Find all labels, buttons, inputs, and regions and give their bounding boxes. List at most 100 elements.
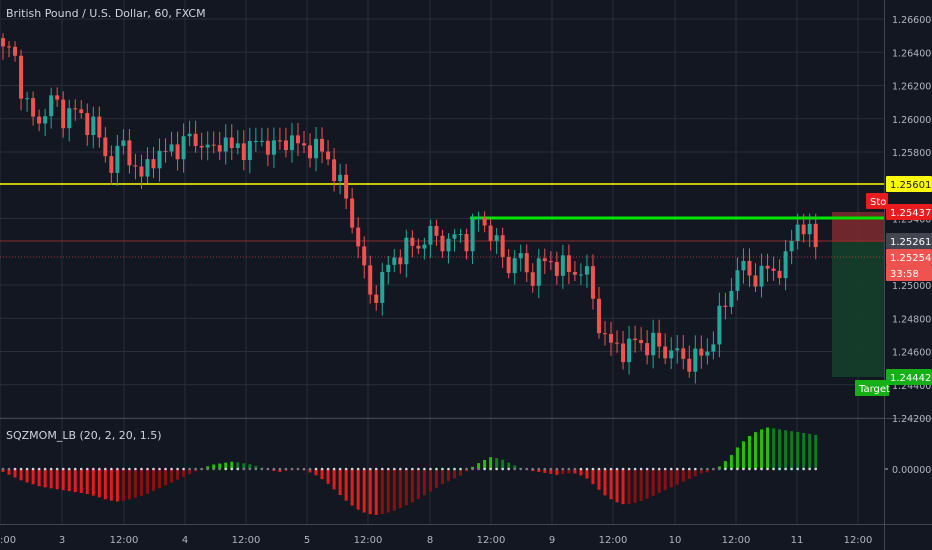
candle-body	[645, 343, 650, 356]
candle-body	[615, 342, 620, 344]
squeeze-dot	[230, 467, 234, 471]
momentum-bar	[723, 461, 727, 469]
candle-body	[807, 223, 812, 235]
squeeze-dot	[778, 467, 781, 471]
momentum-bar	[362, 469, 366, 513]
level-price-label-bg	[886, 233, 932, 249]
candle-body	[488, 225, 493, 241]
squeeze-dot	[43, 467, 47, 471]
candle-body	[350, 198, 355, 228]
squeeze-dot	[651, 467, 655, 471]
momentum-bar	[561, 469, 565, 475]
candle-body	[801, 224, 806, 235]
candle-body	[61, 99, 66, 129]
candle-body	[753, 275, 758, 287]
squeeze-dot	[724, 467, 727, 471]
squeeze-dot	[254, 467, 258, 471]
candle-body	[554, 261, 559, 276]
candle-body	[603, 333, 607, 335]
candle-body	[627, 338, 632, 363]
squeeze-dot	[260, 467, 264, 471]
squeeze-dot	[561, 467, 565, 471]
candle-body	[765, 265, 770, 269]
momentum-bar	[651, 469, 655, 496]
momentum-bar	[495, 458, 499, 469]
momentum-bar	[657, 469, 661, 493]
momentum-bar	[693, 469, 697, 477]
candle-body	[43, 116, 48, 124]
time-tick-label: 5	[304, 535, 310, 546]
candle-body	[314, 138, 319, 159]
candle-body	[7, 46, 12, 48]
momentum-bar	[224, 462, 228, 469]
candle-body	[422, 244, 427, 249]
time-tick-label: 10	[669, 535, 682, 546]
last-price-label: 1.25254	[890, 253, 931, 264]
momentum-bar	[621, 469, 625, 505]
candle-body	[428, 225, 433, 245]
squeeze-dot	[140, 467, 143, 471]
squeeze-dot	[706, 467, 709, 471]
momentum-bar	[615, 469, 619, 503]
squeeze-dot	[350, 467, 354, 471]
candle-body	[247, 140, 252, 161]
candle-body	[151, 159, 156, 169]
squeeze-dot	[344, 467, 348, 471]
candle-body	[494, 235, 499, 241]
momentum-bar	[139, 469, 143, 496]
resistance-price-label: 1.25601	[890, 180, 931, 191]
momentum-bar	[242, 463, 246, 469]
squeeze-dot	[224, 467, 228, 471]
indicator-title: SQZMOM_LB (20, 2, 20, 1.5)	[6, 429, 162, 442]
candle-body	[536, 258, 541, 286]
candle-body	[289, 135, 294, 151]
squeeze-dot	[465, 467, 468, 471]
candle-body	[596, 298, 601, 334]
squeeze-dot	[362, 467, 366, 471]
momentum-bar	[802, 433, 806, 469]
momentum-bar	[398, 469, 402, 509]
candle-body	[542, 258, 547, 262]
momentum-bar	[567, 469, 571, 474]
candle-body	[115, 145, 120, 173]
candle-body	[13, 46, 18, 56]
candle-body	[79, 109, 84, 114]
momentum-bar	[206, 466, 210, 469]
candle-body	[771, 268, 776, 271]
momentum-bar	[440, 469, 444, 485]
squeeze-dot	[182, 467, 185, 471]
candle-body	[506, 256, 511, 274]
momentum-bar	[188, 469, 192, 475]
squeeze-dot	[537, 467, 541, 471]
momentum-bar	[67, 469, 71, 492]
squeeze-dot	[320, 467, 324, 471]
squeeze-dot	[49, 467, 53, 471]
squeeze-dot	[736, 467, 739, 471]
candle-body	[512, 258, 517, 274]
momentum-bar	[133, 469, 137, 498]
squeeze-dot	[471, 467, 474, 471]
candlestick-series	[1, 33, 818, 384]
time-tick-label: 12:00	[844, 535, 873, 546]
momentum-bar	[368, 469, 372, 515]
momentum-bar	[579, 469, 583, 476]
momentum-bar	[645, 469, 649, 499]
squeeze-dot	[435, 467, 438, 471]
squeeze-dot	[784, 467, 787, 471]
squeeze-dot	[730, 467, 733, 471]
squeeze-dot	[681, 467, 685, 471]
target-price-label: 1.24442	[890, 373, 931, 384]
squeeze-dot	[657, 467, 661, 471]
stop-price-label-bg	[886, 204, 932, 220]
candle-body	[687, 358, 692, 372]
price-tick-label: 1.25000	[892, 281, 931, 292]
squeeze-dot	[368, 467, 372, 471]
price-tick-label: 1.25800	[892, 148, 931, 159]
candle-body	[1, 38, 5, 47]
candle-body	[566, 255, 571, 273]
momentum-bar	[416, 469, 420, 500]
stop-tag: Sto	[870, 197, 886, 208]
candle-body	[572, 272, 577, 275]
